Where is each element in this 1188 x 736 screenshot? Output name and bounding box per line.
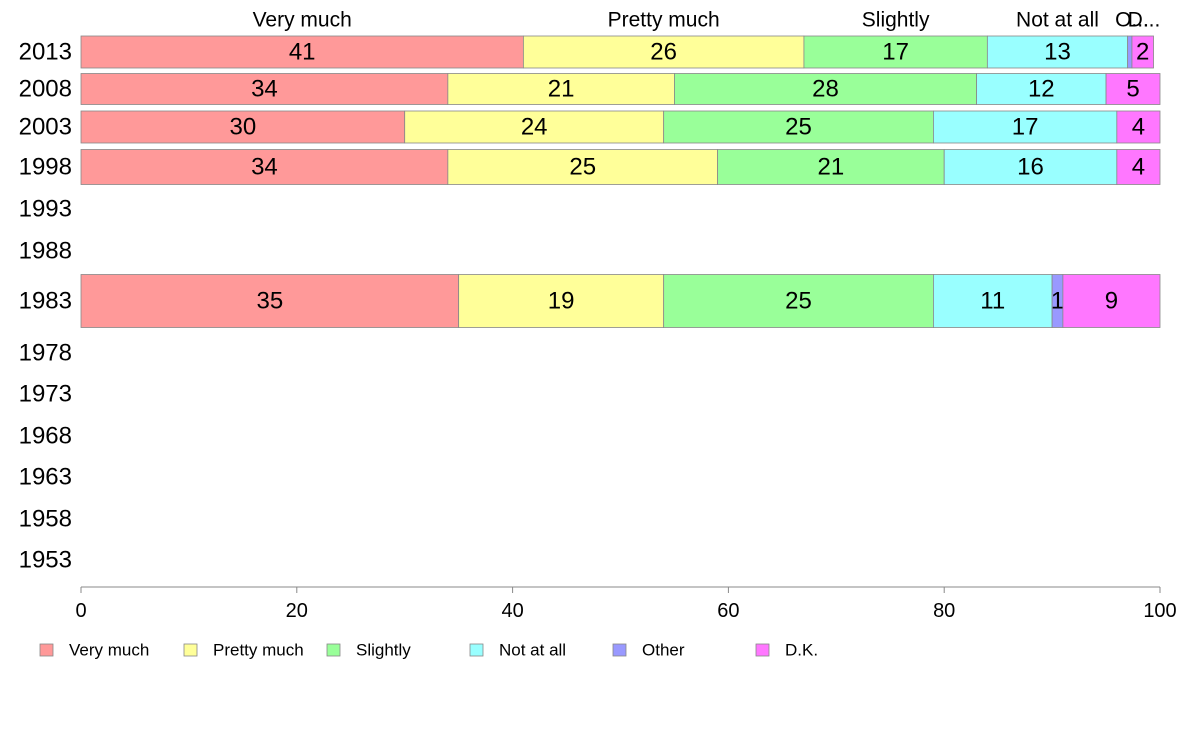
data-label-1983-5: 9 (1105, 288, 1118, 315)
top-label-2: Slightly (862, 9, 930, 32)
bar-2008-pretty-much (447, 73, 675, 105)
data-label-1998-3: 16 (1017, 154, 1044, 181)
x-tick-label-80: 80 (933, 600, 955, 622)
bar-2003-very-much (80, 110, 406, 144)
data-label-1983-1: 19 (548, 288, 575, 315)
legend-label-0: Very much (69, 641, 149, 660)
data-label-1998-2: 21 (818, 154, 845, 181)
data-label-1998-5: 4 (1132, 154, 1145, 181)
x-tick-label-100: 100 (1143, 600, 1176, 622)
year-label-1983: 1983 (19, 288, 72, 315)
year-label-1963: 1963 (19, 464, 72, 491)
bar-2008-slightly (674, 73, 977, 105)
bar-1983-d-k (1062, 274, 1161, 328)
bar-2008-d-k (1105, 73, 1161, 105)
y-axis-labels: 2013 2008 2003 1998 1993 1988 1983 1978 1973 1968… (19, 39, 72, 574)
bar-1998-d-k (1116, 149, 1161, 185)
data-label-2013-1: 26 (650, 39, 677, 66)
bar-2013-pretty-much (522, 35, 805, 69)
legend-label-3: Not at all (499, 641, 566, 660)
bar-2003-d-k (1116, 110, 1161, 144)
data-label-2003-1: 24 (521, 114, 548, 141)
top-label-5: D... (1128, 9, 1161, 32)
legend-label-1: Pretty much (213, 641, 304, 660)
year-label-1958: 1958 (19, 506, 72, 533)
data-label-2008-2: 28 (812, 76, 839, 103)
year-label-2008: 2008 (19, 76, 72, 103)
legend: Very much Pretty much Slightly Not at all Ot… (39, 641, 818, 660)
legend-swatch-2 (326, 643, 341, 657)
data-label-2013-2: 17 (882, 39, 909, 66)
data-label-2013-3: 13 (1044, 39, 1071, 66)
legend-swatch-1 (183, 643, 198, 657)
bar-1998-not-at-all (943, 149, 1118, 185)
data-label-1983-2: 25 (785, 288, 812, 315)
legend-swatch-3 (469, 643, 484, 657)
x-tick-label-60: 60 (717, 600, 739, 622)
data-label-2008-3: 12 (1028, 76, 1055, 103)
bar-2013-d-k (1131, 35, 1154, 69)
data-label-2013-5: 2 (1136, 39, 1149, 66)
bar-2003-slightly (663, 110, 934, 144)
bar-1983-not-at-all (933, 274, 1053, 328)
x-tick-label-20: 20 (286, 600, 308, 622)
bar-1998-pretty-much (447, 149, 719, 185)
top-label-4: O... (1115, 9, 1149, 32)
top-label-0: Very much (253, 9, 352, 32)
bar-2008-not-at-all (976, 73, 1107, 105)
data-label-2003-2: 25 (785, 114, 812, 141)
year-label-1993: 1993 (19, 196, 72, 223)
legend-label-5: D.K. (785, 641, 818, 660)
x-tick-label-0: 0 (75, 600, 86, 622)
x-tick-label-40: 40 (501, 600, 523, 622)
year-label-2013: 2013 (19, 39, 72, 66)
data-label-2008-1: 21 (548, 76, 575, 103)
bar-1983-slightly (663, 274, 934, 328)
bar-2008-very-much (80, 73, 449, 105)
bar-2003-pretty-much (404, 110, 665, 144)
data-label-2003-3: 17 (1012, 114, 1039, 141)
legend-label-4: Other (642, 641, 685, 660)
data-label-2003-0: 30 (229, 114, 256, 141)
data-label-1983-0: 35 (256, 288, 283, 315)
year-label-1978: 1978 (19, 340, 72, 367)
data-label-1983-4: 1 (1051, 288, 1064, 315)
year-label-1968: 1968 (19, 423, 72, 450)
bar-1983-very-much (80, 274, 460, 328)
data-label-1998-0: 34 (251, 154, 278, 181)
data-label-2008-0: 34 (251, 76, 278, 103)
year-label-1973: 1973 (19, 381, 72, 408)
top-label-3: Not at all (1016, 9, 1099, 32)
year-label-1998: 1998 (19, 154, 72, 181)
data-label-2008-5: 5 (1126, 76, 1139, 103)
bar-1998-slightly (717, 149, 945, 185)
legend-swatch-4 (612, 643, 627, 657)
top-label-1: Pretty much (608, 9, 720, 32)
legend-swatch-0 (39, 643, 54, 657)
bar-2013-other (1127, 35, 1133, 69)
data-label-2013-0: 41 (289, 39, 316, 66)
data-label-2003-5: 4 (1132, 114, 1145, 141)
top-series-labels: Very much Pretty much Slightly Not at all O.… (253, 9, 1161, 32)
year-label-1988: 1988 (19, 238, 72, 265)
legend-swatch-5 (755, 643, 770, 657)
bar-1998-very-much (80, 149, 449, 185)
data-label-1983-3: 11 (980, 288, 1005, 315)
data-label-1998-1: 25 (569, 154, 596, 181)
x-axis: 0 20 40 60 80 100 (75, 586, 1177, 622)
bars-group: 41 26 17 13 234 21 28 12 530 24 25 17 434 25 21 16 435 19… (80, 35, 1161, 328)
year-label-2003: 2003 (19, 114, 72, 141)
year-label-1953: 1953 (19, 547, 72, 574)
legend-label-2: Slightly (356, 641, 411, 660)
